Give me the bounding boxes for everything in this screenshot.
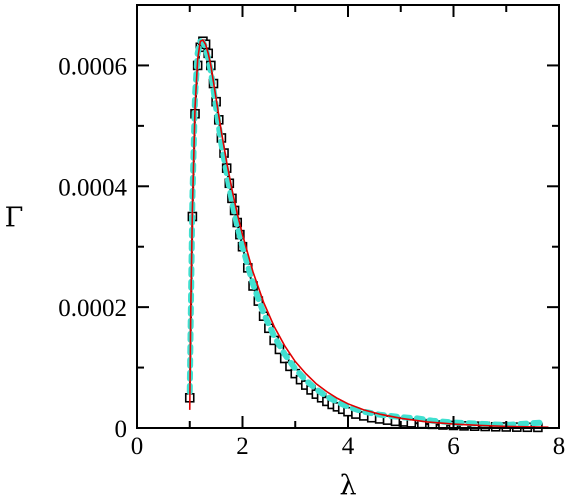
x-tick-label: 8 bbox=[553, 433, 566, 460]
x-tick-label: 4 bbox=[342, 433, 355, 460]
x-tick-label: 6 bbox=[447, 433, 460, 460]
series-line bbox=[188, 39, 549, 428]
series-line bbox=[188, 39, 549, 428]
tick-labels: 0 2 4 6 8 0 0.0002 0.0004 0.0006 bbox=[58, 53, 565, 460]
y-tick-label: 0 bbox=[115, 416, 128, 443]
x-axis-label: λ bbox=[339, 470, 356, 499]
y-tick-label: 0.0006 bbox=[58, 53, 127, 80]
y-tick-label: 0.0004 bbox=[58, 174, 127, 201]
axis-ticks bbox=[136, 4, 560, 429]
y-axis-label: Γ bbox=[5, 203, 24, 234]
y-tick-label: 0.0002 bbox=[58, 295, 127, 322]
x-tick-label: 2 bbox=[236, 433, 249, 460]
plot-area bbox=[184, 36, 549, 433]
x-tick-label: 0 bbox=[131, 433, 144, 460]
